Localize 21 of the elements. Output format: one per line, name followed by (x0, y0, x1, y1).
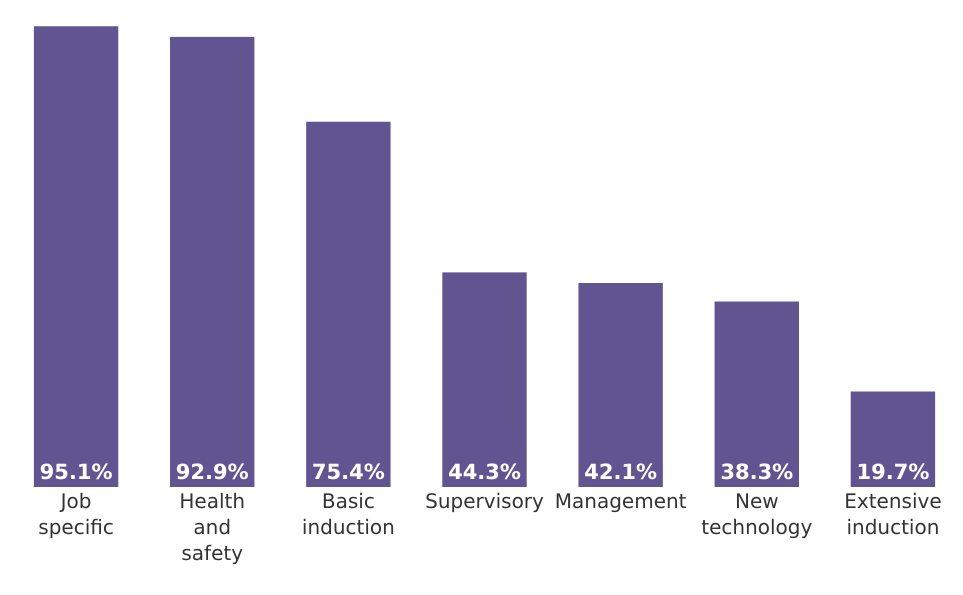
x-tick-label: Supervisory (425, 489, 544, 513)
x-tick-label: Extensive induction (844, 489, 942, 539)
data-label: 95.1% (40, 460, 113, 484)
data-label: 19.7% (856, 460, 930, 484)
bar (442, 272, 527, 487)
data-label: 42.1% (584, 460, 658, 484)
x-tick-label: Basic induction (302, 489, 395, 539)
bar (578, 283, 663, 487)
data-label: 92.9% (176, 460, 249, 484)
x-tick-label: Job specific (38, 489, 114, 539)
x-tick-label: Management (554, 489, 687, 513)
data-label: 38.3% (720, 460, 794, 484)
bar (170, 36, 254, 487)
bar (34, 26, 118, 487)
bar (850, 392, 936, 487)
bar (306, 122, 391, 487)
x-tick-label: New technology (701, 489, 812, 539)
bar (714, 301, 799, 487)
x-tick-label: Health and safety (179, 489, 246, 565)
data-label: 44.3% (448, 460, 521, 484)
data-label: 75.4% (312, 460, 385, 484)
